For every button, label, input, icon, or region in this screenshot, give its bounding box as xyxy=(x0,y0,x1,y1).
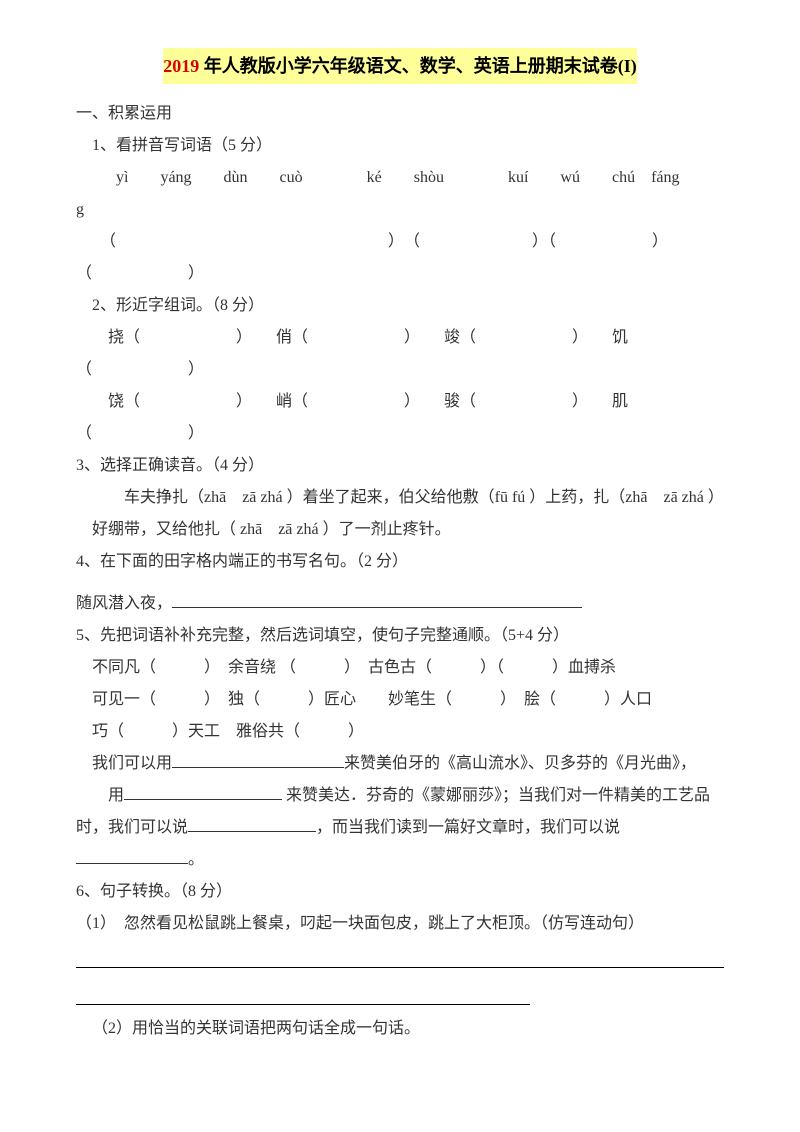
q4-label: 随风潜入夜， xyxy=(76,595,172,612)
page-title: 2019 年人教版小学六年级语文、数学、英语上册期末试卷(I) xyxy=(163,48,637,84)
q1-paren-row2: （ ） xyxy=(76,258,724,290)
q6-answer-line-2[interactable] xyxy=(76,980,530,1006)
q5-s1-b: 来赞美伯牙的《高山流水》、贝多芬的《月光曲》， xyxy=(344,755,696,772)
q1-pinyin-row: yì yáng dùn cuò ké shòu kuí wú chú fáng xyxy=(76,162,724,194)
q5-sentence2: 用 来赞美达．芬奇的《蒙娜丽莎》；当我们对一件精美的工艺品时，我们可以说，而当我… xyxy=(76,780,724,876)
q1-paren-row1: （ ） （ ）（ ） xyxy=(76,226,724,258)
title-rest: 年人教版小学六年级语文、数学、英语上册期末试卷(I) xyxy=(199,56,637,76)
q1-g-row: g xyxy=(76,194,724,226)
q4-blank[interactable] xyxy=(172,590,582,608)
q5-row1: 不同凡（ ） 余音绕 （ ） 古色古（ ）（ ）血搏杀 xyxy=(76,652,724,684)
q5-s2-c: ，而当我们读到一篇好文章时，我们可以说 xyxy=(316,819,620,836)
q5-s2-blank1[interactable] xyxy=(124,782,282,800)
q6-item1: （1） 忽然看见松鼠跳上餐桌，叼起一块面包皮，跳上了大柜顶。（仿写连动句） xyxy=(76,908,724,940)
page-title-wrap: 2019 年人教版小学六年级语文、数学、英语上册期末试卷(I) xyxy=(76,48,724,92)
q6-stem: 6、句子转换。（8 分） xyxy=(76,876,724,908)
q6-item2: （2）用恰当的关联词语把两句话全成一句话。 xyxy=(76,1013,724,1045)
title-year: 2019 xyxy=(163,56,199,76)
q6-answer-line-1[interactable] xyxy=(76,942,724,968)
q3-body: 车夫挣扎（zhā zā zhá ）着坐了起来，伯父给他敷（fū fú ）上药，扎… xyxy=(76,482,724,546)
q4-spacer xyxy=(76,578,724,588)
q5-s1-blank1[interactable] xyxy=(172,750,344,768)
q5-s2-d: 。 xyxy=(188,851,204,868)
q5-sentence1: 我们可以用 来赞美伯牙的《高山流水》、贝多芬的《月光曲》， xyxy=(76,748,724,780)
q1-stem: 1、看拼音写词语（5 分） xyxy=(76,130,724,162)
q2-row1: 挠（ ） 俏（ ） 竣（ ） 饥（ ） xyxy=(76,322,724,386)
q5-row3: 巧（ ）天工 雅俗共（ ） xyxy=(76,716,724,748)
q4-answer-line: 随风潜入夜， xyxy=(76,588,724,620)
q5-s2-blank2[interactable] xyxy=(188,814,316,832)
q5-stem: 5、先把词语补补充完整，然后选词填空，使句子完整通顺。（5+4 分） xyxy=(76,620,724,652)
q5-s1-a: 我们可以用 xyxy=(76,755,172,772)
q5-s2-blank3[interactable] xyxy=(76,846,188,864)
section-heading-1: 一、积累运用 xyxy=(76,98,724,130)
q5-row2: 可见一（ ） 独（ ）匠心 妙笔生（ ） 脍（ ）人口 xyxy=(76,684,724,716)
q3-stem: 3、选择正确读音。（4 分） xyxy=(76,450,724,482)
q4-stem: 4、在下面的田字格内端正的书写名句。（2 分） xyxy=(76,546,724,578)
q2-stem: 2、形近字组词。（8 分） xyxy=(76,290,724,322)
q2-row2: 饶（ ） 峭（ ） 骏（ ） 肌（ ） xyxy=(76,386,724,450)
q5-s2-a: 用 xyxy=(76,787,124,804)
